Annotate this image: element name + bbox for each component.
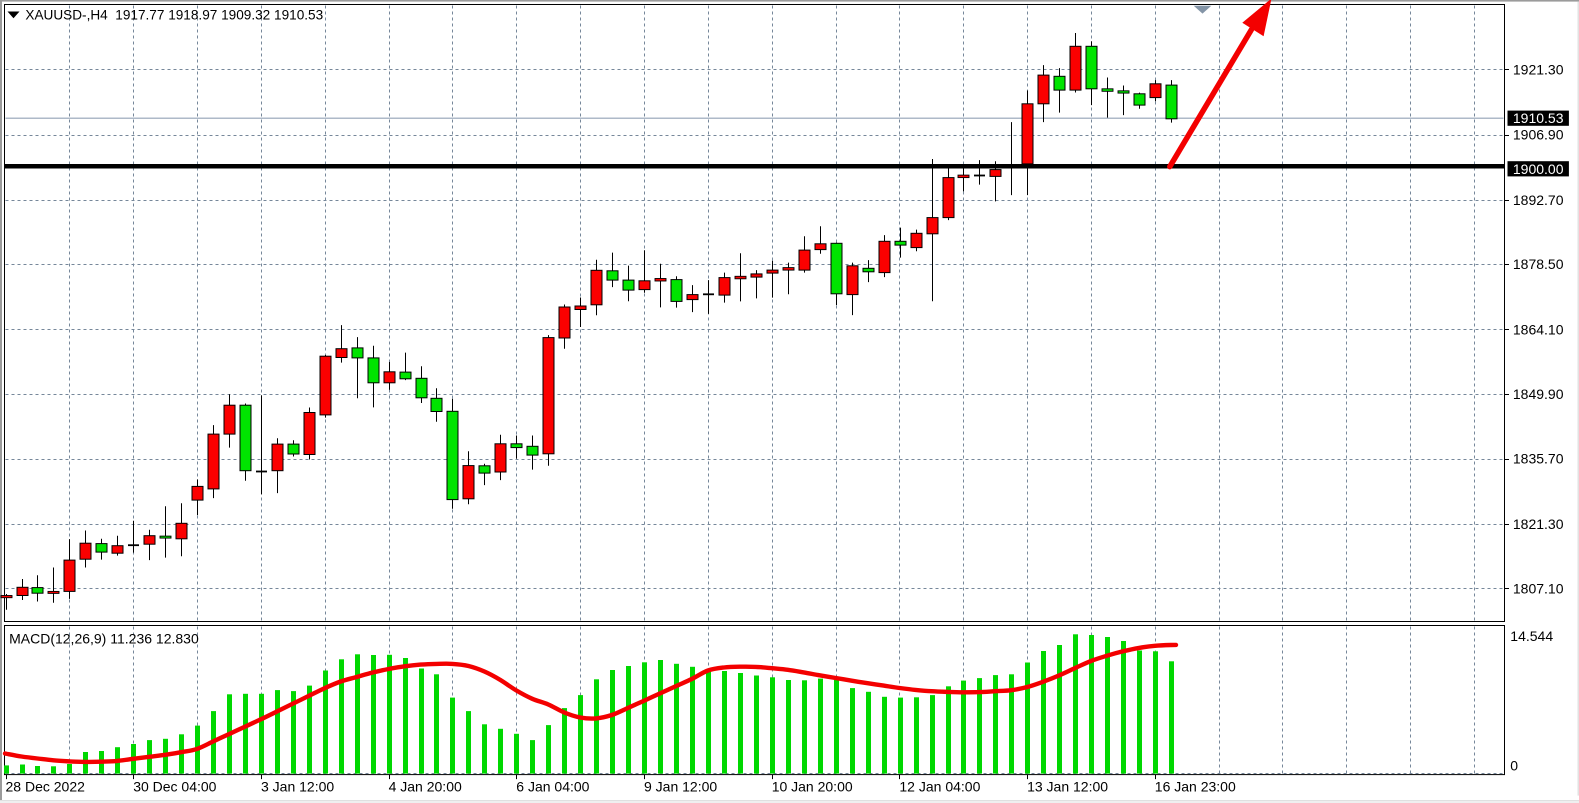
- svg-text:16 Jan 23:00: 16 Jan 23:00: [1155, 779, 1236, 795]
- svg-text:30 Dec 04:00: 30 Dec 04:00: [133, 779, 216, 795]
- svg-text:3 Jan 12:00: 3 Jan 12:00: [261, 779, 334, 795]
- svg-text:1892.70: 1892.70: [1513, 192, 1564, 208]
- svg-text:1849.90: 1849.90: [1513, 386, 1564, 402]
- svg-text:6 Jan 04:00: 6 Jan 04:00: [516, 779, 589, 795]
- svg-text:1835.70: 1835.70: [1513, 451, 1564, 467]
- svg-text:1878.50: 1878.50: [1513, 256, 1564, 272]
- svg-text:0: 0: [1510, 757, 1518, 773]
- svg-text:13 Jan 12:00: 13 Jan 12:00: [1027, 779, 1108, 795]
- svg-text:1910.53: 1910.53: [1513, 110, 1564, 126]
- svg-text:10 Jan 20:00: 10 Jan 20:00: [772, 779, 853, 795]
- svg-text:1807.10: 1807.10: [1513, 580, 1564, 596]
- svg-text:MACD(12,26,9) 11.236 12.830: MACD(12,26,9) 11.236 12.830: [9, 631, 199, 647]
- svg-text:1821.30: 1821.30: [1513, 516, 1564, 532]
- svg-text:1906.90: 1906.90: [1513, 127, 1564, 143]
- svg-text:1921.30: 1921.30: [1513, 61, 1564, 77]
- svg-text:XAUUSD-,H4 1917.77 1918.97 19: XAUUSD-,H4 1917.77 1918.97 1909.32 1910.…: [25, 7, 323, 22]
- svg-text:1864.10: 1864.10: [1513, 321, 1564, 337]
- svg-text:12 Jan 04:00: 12 Jan 04:00: [899, 779, 980, 795]
- svg-text:14.544: 14.544: [1510, 628, 1553, 644]
- svg-text:4 Jan 20:00: 4 Jan 20:00: [389, 779, 462, 795]
- svg-text:1900.00: 1900.00: [1513, 161, 1564, 177]
- svg-text:28 Dec 2022: 28 Dec 2022: [6, 779, 86, 795]
- svg-text:9 Jan 12:00: 9 Jan 12:00: [644, 779, 717, 795]
